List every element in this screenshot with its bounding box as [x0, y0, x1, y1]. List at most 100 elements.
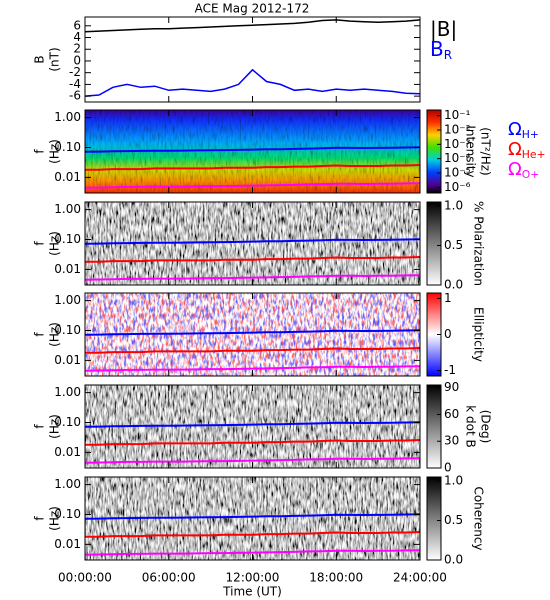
colorbar-tick-label: 30	[444, 434, 459, 448]
colorbar-tick-label: 0.5	[444, 238, 463, 252]
series-line	[85, 439, 420, 446]
y-tick-label: 1.00	[54, 293, 81, 307]
colorbar	[426, 384, 442, 469]
series-line	[85, 238, 420, 245]
colorbar-label: k dot B	[464, 405, 478, 447]
series-line	[85, 549, 420, 556]
colorbar-tick-label: 90	[444, 380, 459, 394]
series-line	[85, 19, 420, 33]
colorbar-tick-label: 0	[444, 327, 452, 341]
plot-area	[85, 385, 420, 468]
legend-name: |B|	[430, 17, 457, 41]
plot-area	[85, 202, 420, 285]
y-tick-label: 0.01	[54, 262, 81, 276]
y-axis-label: B	[33, 55, 47, 63]
y-tick-label: 0.01	[54, 537, 81, 551]
y-tick-label: -2	[69, 65, 81, 79]
y-tick-label: 0.10	[54, 507, 81, 521]
y-tick-label: 0.01	[54, 170, 81, 184]
colorbar-label: Ellipticity	[472, 307, 486, 362]
colorbar-tick-label: 10⁻²	[444, 123, 471, 137]
y-tick-label: -6	[69, 89, 81, 103]
y-tick-label: 1.00	[54, 202, 81, 216]
series-line	[85, 365, 420, 372]
y-axis-label: (Hz)	[48, 139, 62, 164]
colorbar-tick-label: 10⁻⁶	[444, 180, 471, 194]
series-line	[85, 531, 420, 538]
colorbar-tick-label: 10⁻¹	[444, 108, 471, 122]
plot-area	[85, 19, 420, 97]
y-tick-label: 0.01	[54, 445, 81, 459]
y-tick-label: 1.00	[54, 477, 81, 491]
colorbar-tick-label: 0	[444, 461, 452, 475]
legend-label: ΩH+	[508, 119, 539, 141]
series-line	[85, 274, 420, 281]
colorbar-label: Intensity	[464, 125, 478, 177]
y-axis-label: f	[33, 516, 47, 521]
y-tick-label: 0.10	[54, 323, 81, 337]
colorbar	[426, 476, 442, 561]
y-tick-label: 0.10	[54, 232, 81, 246]
y-axis-label: f	[33, 332, 47, 337]
y-tick-label: 6	[73, 18, 81, 32]
legend-name: Ω	[508, 159, 522, 180]
legend-subscript: H+	[522, 128, 539, 141]
colorbar-tick-label: 10⁻⁴	[444, 151, 471, 165]
y-axis-label: f	[33, 241, 47, 246]
legend-label: ΩO+	[508, 159, 539, 181]
y-tick-label: 1.00	[54, 385, 81, 399]
x-axis-label: Time (UT)	[222, 585, 282, 599]
series-line	[85, 513, 420, 520]
series-line	[85, 457, 420, 464]
series-line	[85, 421, 420, 428]
series-line	[85, 182, 420, 189]
x-tick-label: 12:00:00	[226, 571, 280, 585]
legend-label: BR	[430, 37, 452, 62]
legend-subscript: O+	[522, 168, 540, 181]
colorbar-tick-label: 10⁻³	[444, 137, 471, 151]
x-tick-label: 06:00:00	[142, 571, 196, 585]
plot-area	[85, 293, 420, 376]
series-line	[85, 68, 420, 97]
y-axis-label: (Hz)	[48, 506, 62, 531]
series-line	[85, 329, 420, 336]
y-axis-label: f	[33, 149, 47, 154]
chart-title: ACE Mag 2012-172	[195, 2, 310, 16]
y-tick-label: -4	[69, 77, 81, 91]
y-tick-label: 0.10	[54, 415, 81, 429]
colorbar-label: Coherency	[472, 486, 486, 550]
series-line	[85, 256, 420, 263]
colorbar	[426, 109, 442, 194]
x-tick-label: 00:00:00	[58, 571, 112, 585]
colorbar-tick-label: 10⁻⁵	[444, 165, 471, 179]
plot-area	[85, 477, 420, 560]
series-line	[85, 146, 420, 153]
colorbar-label: % Polarization	[472, 201, 486, 286]
y-axis-label: (nT)	[48, 47, 62, 71]
colorbar-label: (nT²/Hz)	[479, 127, 493, 175]
colorbar-tick-label: 1.0	[444, 473, 463, 487]
y-tick-label: 4	[73, 30, 81, 44]
y-axis-label: f	[33, 424, 47, 429]
y-axis-label: (Hz)	[48, 322, 62, 347]
y-axis-label: (Hz)	[48, 231, 62, 256]
colorbar-tick-label: 1	[444, 291, 452, 305]
series-line	[85, 347, 420, 354]
colorbar-label: (Deg)	[479, 410, 493, 444]
plot-area	[85, 110, 420, 193]
y-tick-label: 2	[73, 42, 81, 56]
y-axis-label: (Hz)	[48, 414, 62, 439]
y-tick-label: 1.00	[54, 110, 81, 124]
y-tick-label: 0.10	[54, 140, 81, 154]
colorbar	[426, 201, 442, 286]
legend-name: B	[430, 37, 444, 61]
colorbar-tick-label: 60	[444, 407, 459, 421]
colorbar-tick-label: 0.5	[444, 513, 463, 527]
legend-name: Ω	[508, 139, 522, 160]
x-tick-label: 24:00:00	[393, 571, 447, 585]
colorbar-tick-label: -1	[444, 363, 456, 377]
series-line	[85, 164, 420, 171]
colorbar-tick-label: 1.0	[444, 198, 463, 212]
x-tick-label: 18:00:00	[309, 571, 363, 585]
